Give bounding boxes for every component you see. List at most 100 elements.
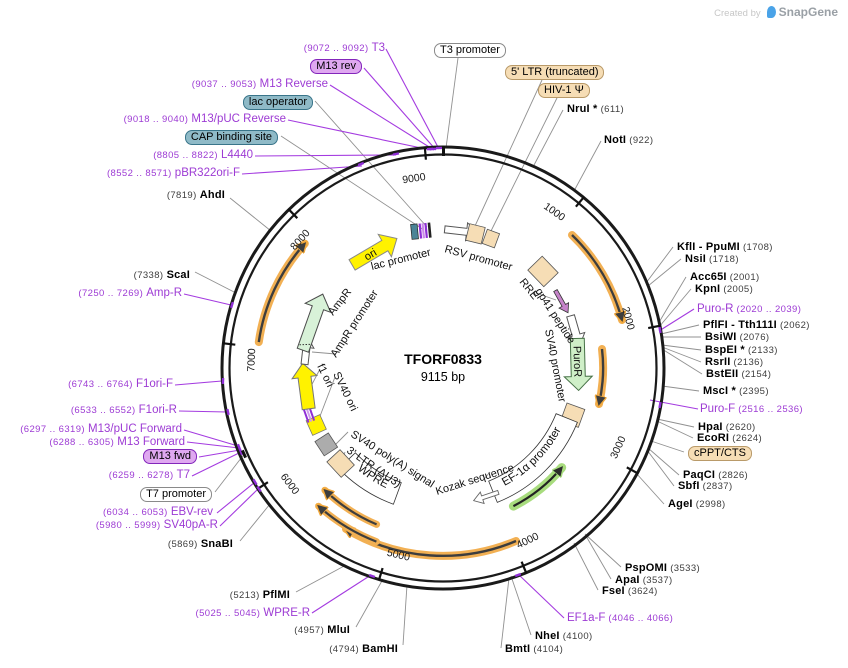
plasmid-size: 9115 bp: [421, 370, 465, 384]
ampr-label: AmpR: [326, 286, 354, 318]
label-primer-pbr322ori-f[interactable]: (8552 .. 8571) pBR322ori-F: [106, 167, 240, 179]
label-enzyme-fsei[interactable]: FseI (3624): [602, 585, 658, 597]
label-enzyme-ahdi[interactable]: (7819) AhdI: [166, 189, 225, 201]
label-enzyme-rsrii[interactable]: RsrII (2136): [705, 356, 764, 368]
plasmid-name: TFORF0833: [404, 351, 482, 367]
sv40-ori-label: SV40 ori: [330, 370, 359, 413]
snapgene-credit: Created by SnapGene: [714, 5, 838, 19]
plasmid-ring-inner: [228, 153, 658, 583]
label-primer-t3[interactable]: (9072 .. 9092) T3: [303, 42, 385, 54]
svg-text:PuroR: PuroR: [570, 346, 583, 378]
label-primer-m13-puc-forward[interactable]: (6297 .. 6319) M13/pUC Forward: [20, 423, 182, 435]
label-m13-rev[interactable]: M13 rev: [310, 59, 362, 74]
feature-sv40-polya-box[interactable]: [314, 432, 339, 457]
svg-text:7000: 7000: [245, 348, 258, 372]
svg-text:8000: 8000: [288, 227, 313, 253]
feature-5ltr-box[interactable]: [465, 223, 486, 245]
label-primer-amp-r[interactable]: (7250 .. 7269) Amp-R: [78, 287, 182, 299]
label-primer-f1ori-f[interactable]: (6743 .. 6764) F1ori-F: [68, 378, 173, 390]
svg-text:2000: 2000: [619, 306, 637, 332]
label-cppt-cts[interactable]: cPPT/CTS: [688, 446, 752, 461]
label-primer-f1ori-r[interactable]: (6533 .. 6552) F1ori-R: [70, 404, 177, 416]
label-primer-m13-reverse[interactable]: (9037 .. 9053) M13 Reverse: [191, 78, 328, 90]
feature-kozak-arrow[interactable]: [472, 487, 500, 507]
label-enzyme-bmti[interactable]: BmtI (4104): [505, 643, 564, 655]
label-enzyme-sbfi[interactable]: SbfI (2837): [678, 480, 733, 492]
feature-puror-arrow[interactable]: PuroR: [563, 337, 594, 392]
feature-wpre-ribbon[interactable]: [338, 452, 402, 505]
label-lac-operator[interactable]: lac operator: [242, 95, 313, 110]
label-m13-fwd[interactable]: M13 fwd: [143, 449, 197, 464]
label-enzyme-kpni[interactable]: KpnI (2005): [695, 283, 754, 295]
label-t7-promoter[interactable]: T7 promoter: [140, 487, 212, 502]
primer-site-marks: [221, 146, 662, 579]
label-primer-m13-puc-reverse[interactable]: (9018 .. 9040) M13/pUC Reverse: [123, 113, 286, 125]
label-primer-puro-r[interactable]: Puro-R (2020 .. 2039): [697, 303, 802, 315]
svg-text:6000: 6000: [278, 471, 302, 497]
label-primer-sv40pa-r[interactable]: (5980 .. 5999) SV40pA-R: [95, 519, 218, 531]
label-primer-l4440[interactable]: (8805 .. 8822) L4440: [153, 149, 253, 161]
label-enzyme-mlui[interactable]: (4957) MluI: [294, 624, 350, 636]
label-enzyme-snabi[interactable]: (5869) SnaBI: [167, 538, 233, 550]
label-primer-puro-f[interactable]: Puro-F (2516 .. 2536): [700, 403, 803, 415]
label-t3-promoter[interactable]: T3 promoter: [434, 43, 506, 58]
label-enzyme-pflfi-tth111i[interactable]: PflFI - Tth111I (2062): [703, 319, 810, 331]
label-enzyme-nrui[interactable]: NruI * (611): [567, 103, 625, 115]
snapgene-icon: [766, 6, 776, 18]
label-hiv1-psi[interactable]: HIV-1 Ψ: [538, 83, 590, 98]
plasmid-ring-outer: [220, 145, 666, 591]
label-enzyme-bsteii[interactable]: BstEII (2154): [706, 368, 772, 380]
svg-text:1000: 1000: [541, 200, 567, 223]
label-enzyme-nsii[interactable]: NsiI (1718): [685, 253, 739, 265]
feature-gp41-arrow[interactable]: [551, 288, 573, 316]
feature-rre-box[interactable]: [527, 255, 559, 288]
label-enzyme-kfli-ppumi[interactable]: KflI - PpuMI (1708): [677, 241, 773, 253]
label-enzyme-bsiwi[interactable]: BsiWI (2076): [705, 331, 770, 343]
t3-promoter-site-mark: [442, 146, 445, 156]
feature-f1-ori-arrow[interactable]: [290, 362, 321, 411]
label-primer-m13-forward[interactable]: (6288 .. 6305) M13 Forward: [49, 436, 185, 448]
label-primer-wpre-r[interactable]: (5025 .. 5045) WPRE-R: [195, 607, 310, 619]
label-enzyme-noti[interactable]: NotI (922): [604, 134, 654, 146]
rsv-promoter-label: RSV promoter: [443, 243, 514, 273]
label-enzyme-acc65i[interactable]: Acc65I (2001): [690, 271, 760, 283]
primer-callout-lines: [174, 48, 699, 619]
svg-text:9000: 9000: [402, 171, 427, 186]
snapgene-brand: SnapGene: [778, 5, 838, 19]
label-enzyme-agei[interactable]: AgeI (2998): [668, 498, 726, 510]
label-enzyme-msci[interactable]: MscI * (2395): [703, 385, 769, 397]
feature-hiv1-psi-box[interactable]: [481, 228, 501, 249]
t7-promoter-site-mark: [241, 449, 247, 459]
created-by-text: Created by: [714, 8, 761, 19]
feature-sv40-ori-hatch[interactable]: [302, 406, 316, 423]
label-enzyme-ecori[interactable]: EcoRI (2624): [697, 432, 763, 444]
feature-ori-arrow[interactable]: ori: [345, 227, 403, 276]
svg-text:3000: 3000: [608, 434, 629, 460]
feature-ampr-arrow[interactable]: [290, 290, 335, 355]
label-primer-ebv-rev[interactable]: (6034 .. 6053) EBV-rev: [102, 506, 213, 518]
label-enzyme-bspei[interactable]: BspEI * (2133): [705, 344, 778, 356]
feature-ef1a-arrow[interactable]: [508, 463, 567, 511]
scale-ticks: [222, 146, 662, 581]
svg-text:5000: 5000: [386, 547, 412, 564]
label-enzyme-hpai[interactable]: HpaI (2620): [698, 421, 756, 433]
label-enzyme-bamhi[interactable]: (4794) BamHI: [329, 643, 398, 655]
label-primer-ef1a-f[interactable]: EF1a-F (4046 .. 4066): [567, 612, 674, 624]
label-primer-t7[interactable]: (6259 .. 6278) T7: [108, 469, 190, 481]
label-enzyme-paqci[interactable]: PaqCI (2826): [683, 469, 749, 481]
orf-arrows: [254, 231, 622, 560]
label-5ltr[interactable]: 5' LTR (truncated): [505, 65, 605, 80]
label-enzyme-scai[interactable]: (7338) ScaI: [133, 269, 190, 281]
svg-text:ori: ori: [362, 247, 379, 264]
label-enzyme-nhei[interactable]: NheI (4100): [535, 630, 593, 642]
label-enzyme-pspomi[interactable]: PspOMI (3533): [625, 562, 701, 574]
label-enzyme-pflmi[interactable]: (5213) PflMI: [229, 589, 290, 601]
feature-lac-operator-cap-cluster[interactable]: [410, 222, 432, 240]
label-enzyme-apai[interactable]: ApaI (3537): [615, 574, 673, 586]
svg-text:4000: 4000: [515, 530, 541, 551]
label-cap-binding-site[interactable]: CAP binding site: [184, 130, 278, 145]
feature-3ltr-box[interactable]: [326, 449, 355, 478]
scale-tick-labels: 1000 2000 3000 4000 5000 6000 7000 8000 …: [245, 171, 637, 564]
